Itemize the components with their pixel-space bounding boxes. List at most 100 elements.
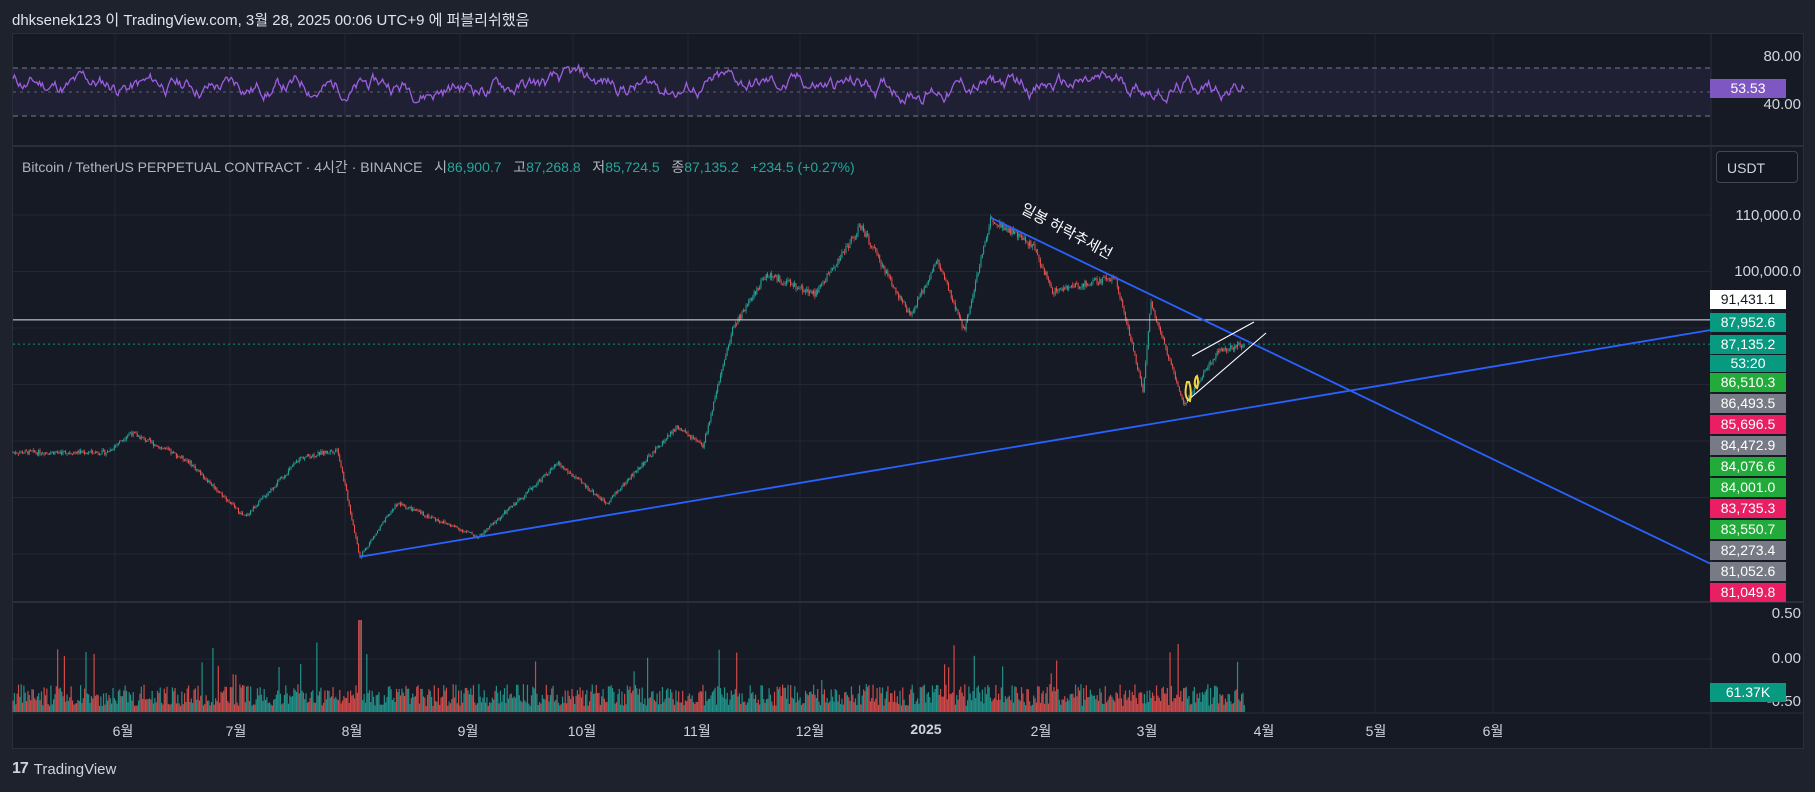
candle-body xyxy=(798,287,800,289)
volume-bar xyxy=(745,704,747,712)
volume-bar xyxy=(204,703,206,712)
candle-body xyxy=(516,502,518,505)
currency-button[interactable]: USDT xyxy=(1716,151,1798,183)
volume-bar xyxy=(645,705,647,712)
candle-body xyxy=(393,509,395,510)
volume-bar xyxy=(1189,704,1191,712)
volume-bar xyxy=(100,696,102,712)
candle-body xyxy=(1147,332,1149,348)
open-value: 86,900.7 xyxy=(447,159,502,175)
candle-body xyxy=(668,435,670,436)
volume-bar xyxy=(713,690,715,712)
time-axis-label: 5월 xyxy=(1365,723,1387,739)
volume-bar xyxy=(937,685,939,712)
volume-bar xyxy=(844,692,846,712)
chart-frame[interactable] xyxy=(12,33,1804,749)
candle-body xyxy=(331,450,333,452)
volume-bar xyxy=(1031,704,1033,712)
candle-body xyxy=(746,305,748,306)
volume-bar xyxy=(517,684,519,712)
volume-bar xyxy=(463,693,465,712)
volume-bar xyxy=(506,684,508,712)
candle-body xyxy=(633,471,635,477)
candle-body xyxy=(1052,287,1053,294)
volume-bar xyxy=(679,702,681,712)
volume-bar xyxy=(348,702,350,712)
volume-bar xyxy=(77,699,79,712)
candle-body xyxy=(1076,283,1078,285)
volume-bar xyxy=(547,694,549,712)
volume-bar xyxy=(796,692,799,712)
volume-bar xyxy=(1119,684,1121,712)
volume-bar xyxy=(810,691,812,712)
volume-bar xyxy=(101,705,103,712)
volume-bar xyxy=(229,686,232,712)
candle-body xyxy=(621,486,623,490)
volume-bar xyxy=(351,695,353,712)
candle-body xyxy=(406,508,408,509)
candle-body xyxy=(93,452,95,454)
volume-bar xyxy=(420,688,422,712)
volume-bar xyxy=(865,684,867,712)
volume-bar xyxy=(436,702,438,712)
volume-bar xyxy=(449,703,452,712)
volume-bar xyxy=(715,704,718,712)
candle-body xyxy=(698,441,700,443)
volume-bar xyxy=(722,697,724,712)
volume-bar xyxy=(992,699,994,712)
volume-bar xyxy=(393,697,395,712)
candle-body xyxy=(1139,371,1141,379)
candle-body xyxy=(138,436,140,438)
candle-body xyxy=(1119,292,1121,298)
volume-bar xyxy=(626,685,628,712)
volume-bar xyxy=(976,687,978,712)
volume-bar xyxy=(900,705,902,712)
candle-body xyxy=(1058,289,1060,290)
volume-bar xyxy=(196,699,198,712)
candle-body xyxy=(838,258,840,261)
volume-bar xyxy=(301,690,303,712)
candle-body xyxy=(694,438,696,439)
volume-bar xyxy=(381,704,383,712)
volume-bar xyxy=(360,620,362,712)
volume-bar xyxy=(470,688,472,712)
volume-bar xyxy=(1181,701,1183,712)
volume-bar xyxy=(177,694,179,712)
candle-body xyxy=(304,457,306,460)
candle-body xyxy=(556,463,558,466)
candle-body xyxy=(34,450,36,453)
candle-body xyxy=(644,461,646,466)
volume-bar xyxy=(458,690,460,712)
volume-bar xyxy=(757,699,759,712)
volume-bar xyxy=(1014,686,1016,712)
candle-body xyxy=(583,483,585,485)
volume-bar xyxy=(910,689,912,712)
candle-body xyxy=(953,301,955,303)
volume-bar xyxy=(208,700,210,712)
candle-body xyxy=(977,272,979,275)
volume-bar xyxy=(728,704,730,712)
candle-body xyxy=(680,428,682,431)
price-badge: 83,735.3 xyxy=(1710,499,1786,518)
volume-bar xyxy=(663,701,665,712)
candle-body xyxy=(669,431,671,436)
candle-body xyxy=(163,448,165,450)
candle-body xyxy=(571,473,573,476)
volume-bar xyxy=(1066,698,1069,712)
volume-bar xyxy=(466,687,468,712)
volume-bar xyxy=(539,702,541,712)
volume-bar xyxy=(919,687,921,712)
volume-bar xyxy=(163,688,165,712)
volume-bar xyxy=(1095,699,1097,712)
volume-bar xyxy=(111,703,113,712)
candle-body xyxy=(1170,361,1172,365)
volume-bar xyxy=(786,698,788,712)
volume-bar xyxy=(131,700,133,712)
volume-bar xyxy=(1089,689,1091,712)
volume-bar xyxy=(350,690,352,712)
footer-brand[interactable]: 17 TradingView xyxy=(12,760,116,778)
volume-bar xyxy=(518,695,520,712)
volume-bar xyxy=(1073,697,1075,712)
volume-bar xyxy=(1170,685,1172,712)
